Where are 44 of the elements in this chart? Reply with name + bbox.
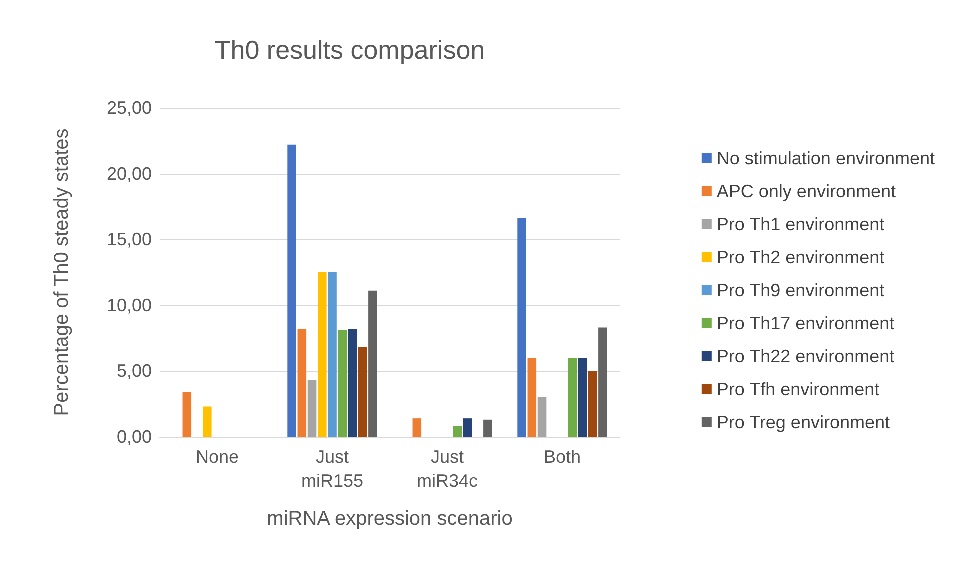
bar: [202, 406, 212, 437]
bar: [578, 358, 588, 437]
bar: [588, 371, 598, 437]
x-axis-title: miRNA expression scenario: [267, 508, 513, 530]
bar: [412, 418, 422, 437]
bar: [298, 329, 307, 437]
x-tick-label: None: [196, 447, 240, 467]
legend-label: Pro Th9 environment: [716, 280, 885, 300]
legend-label: Pro Tfh environment: [716, 380, 880, 400]
bar: [453, 426, 462, 437]
bar: [182, 392, 192, 437]
legend-label: APC only environment: [716, 182, 896, 202]
legend-label: Pro Th2 environment: [716, 248, 885, 268]
y-axis-title: Percentage of Th0 steady states: [51, 128, 73, 416]
bar: [568, 358, 578, 437]
x-tick-label: Just miR34c: [416, 447, 478, 491]
bar: [288, 144, 296, 437]
legend-label: Pro Th22 environment: [716, 346, 895, 366]
bar: [528, 358, 537, 437]
bar: [538, 398, 547, 437]
y-tick-label: 5,00: [116, 361, 152, 382]
bar: [484, 420, 492, 437]
y-tick-label: 15,00: [106, 230, 152, 250]
legend-label: No stimulation environment: [716, 148, 936, 168]
y-tick-label: 0,00: [116, 427, 152, 447]
bar: [598, 328, 608, 437]
bar: [463, 418, 472, 437]
bar: [338, 330, 348, 437]
y-tick-label: 20,00: [106, 164, 152, 184]
bar: [368, 290, 378, 437]
chart-title: Th0 results comparison: [214, 35, 486, 65]
x-tick-label: Just miR155: [301, 447, 364, 491]
bar: [318, 272, 327, 437]
y-tick-label: 25,00: [106, 98, 152, 118]
bar: [328, 272, 337, 437]
bar: [348, 329, 358, 437]
x-tick-label: Both: [544, 447, 582, 467]
legend-label: Pro Treg environment: [716, 412, 890, 432]
bar: [358, 348, 368, 437]
legend-label: Pro Th1 environment: [716, 214, 885, 234]
y-tick-label: 10,00: [106, 295, 152, 316]
bar: [308, 380, 317, 437]
bar: [518, 218, 526, 437]
legend-label: Pro Th17 environment: [716, 314, 895, 334]
